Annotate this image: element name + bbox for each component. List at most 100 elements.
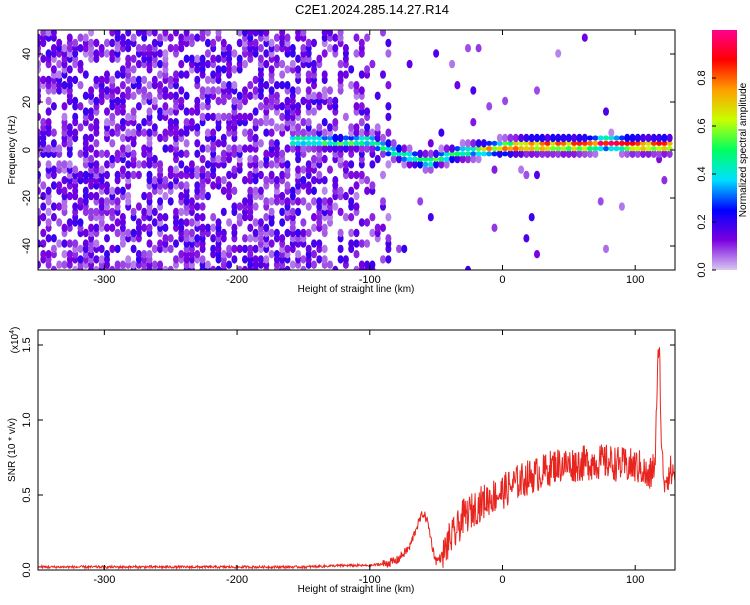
heatmap-cell xyxy=(295,250,302,259)
heatmap-cell xyxy=(634,146,641,152)
heatmap-cell xyxy=(45,250,52,259)
heatmap-cell xyxy=(289,86,296,95)
heatmap-cell xyxy=(316,123,323,132)
spectrogram-x-label: Height of straight line (km) xyxy=(298,284,415,295)
heatmap-cell xyxy=(50,30,57,37)
heatmap-cell xyxy=(645,149,652,158)
heatmap-cell xyxy=(470,139,477,148)
heatmap-cell xyxy=(178,96,185,106)
heatmap-cell xyxy=(321,176,328,185)
x-tick-label: -200 xyxy=(226,574,248,586)
heatmap-cell xyxy=(109,265,116,270)
heatmap-cell xyxy=(151,38,158,48)
heatmap-cell xyxy=(316,197,323,206)
heatmap-cell xyxy=(507,146,514,152)
heatmap-cell xyxy=(40,30,47,37)
heatmap-cell xyxy=(422,165,429,174)
heatmap-cell xyxy=(157,59,164,69)
heatmap-cell xyxy=(427,156,434,162)
heatmap-cell xyxy=(247,244,254,254)
heatmap-cell xyxy=(321,70,328,79)
heatmap-cell xyxy=(226,244,233,254)
heatmap-cell xyxy=(135,75,142,85)
heatmap-cell xyxy=(374,223,381,232)
heatmap-cell xyxy=(534,250,540,259)
heatmap-cell xyxy=(72,112,79,122)
heatmap-cell xyxy=(236,265,243,270)
heatmap-cell xyxy=(40,54,47,63)
heatmap-cell xyxy=(204,112,211,122)
heatmap-cell xyxy=(104,86,110,95)
heatmap-cell xyxy=(358,38,365,48)
heatmap-cell xyxy=(188,118,195,127)
heatmap-cell xyxy=(465,139,471,148)
heatmap-cell xyxy=(119,81,126,90)
heatmap-cell xyxy=(167,265,174,270)
heatmap-cell xyxy=(295,54,302,63)
heatmap-cell xyxy=(560,146,567,152)
heatmap-cell xyxy=(396,151,402,157)
heatmap-cell xyxy=(183,218,190,227)
heatmap-cell xyxy=(125,86,132,95)
heatmap-cell xyxy=(199,255,206,264)
heatmap-cell xyxy=(592,146,599,152)
heatmap-cell xyxy=(104,181,110,190)
heatmap-cell xyxy=(427,161,434,167)
heatmap-cell xyxy=(327,165,333,174)
heatmap-cell xyxy=(263,197,270,206)
heatmap-cell xyxy=(634,140,641,146)
heatmap-cell xyxy=(82,239,89,248)
heatmap-cell xyxy=(369,128,376,137)
heatmap-cell xyxy=(316,144,323,153)
heatmap-cell xyxy=(231,165,238,174)
heatmap-cell xyxy=(204,75,211,85)
heatmap-cell xyxy=(204,30,211,37)
heatmap-cell xyxy=(534,146,540,152)
heatmap-cell xyxy=(215,112,222,122)
heatmap-cell xyxy=(523,133,530,143)
heatmap-cell xyxy=(215,30,222,37)
heatmap-cell xyxy=(257,218,264,227)
heatmap-cell xyxy=(401,244,408,254)
heatmap-cell xyxy=(518,140,525,146)
heatmap-cell xyxy=(88,191,95,201)
heatmap-cell xyxy=(130,65,137,74)
heatmap-cell xyxy=(220,65,227,74)
heatmap-cell xyxy=(114,260,121,269)
heatmap-cell xyxy=(470,118,477,127)
heatmap-cell xyxy=(645,146,652,152)
heatmap-cell xyxy=(480,146,487,152)
x-tick-label: 100 xyxy=(626,574,644,586)
heatmap-cell xyxy=(305,202,312,211)
heatmap-cell xyxy=(273,81,280,90)
heatmap-cell xyxy=(50,102,57,111)
heatmap-cell xyxy=(183,107,190,116)
heatmap-cell xyxy=(332,44,339,53)
heatmap-cell xyxy=(220,81,227,90)
heatmap-cell xyxy=(576,146,583,152)
heatmap-cell xyxy=(178,59,185,69)
heatmap-cell xyxy=(104,234,110,243)
heatmap-cell xyxy=(56,218,63,227)
heatmap-cell xyxy=(173,207,179,217)
heatmap-cell xyxy=(226,81,233,90)
heatmap-cell xyxy=(348,65,355,74)
heatmap-cell xyxy=(247,234,254,243)
heatmap-cell xyxy=(364,218,371,227)
heatmap-cell xyxy=(480,151,487,157)
heatmap-cell xyxy=(539,149,546,158)
heatmap-cell xyxy=(194,123,201,132)
heatmap-cell xyxy=(146,128,153,137)
heatmap-cell xyxy=(470,86,477,95)
heatmap-cell xyxy=(618,135,625,141)
y-tick-label: 40 xyxy=(21,48,33,60)
heatmap-cell xyxy=(93,207,100,217)
heatmap-cell xyxy=(300,218,307,227)
heatmap-cell xyxy=(247,30,254,37)
heatmap-cell xyxy=(236,30,243,37)
heatmap-cell xyxy=(93,75,100,85)
heatmap-cell xyxy=(215,218,222,227)
heatmap-cell xyxy=(66,191,73,201)
heatmap-cell xyxy=(624,133,631,143)
